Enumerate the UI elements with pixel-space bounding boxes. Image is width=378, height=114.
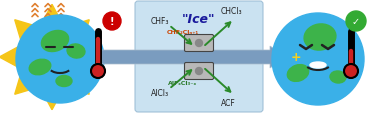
Ellipse shape xyxy=(67,45,85,59)
Circle shape xyxy=(18,24,86,91)
Text: "Ice": "Ice" xyxy=(182,13,216,26)
Text: CHF₂Clₙ₊₁: CHF₂Clₙ₊₁ xyxy=(167,29,199,34)
Polygon shape xyxy=(15,21,40,45)
Polygon shape xyxy=(0,45,22,70)
Circle shape xyxy=(91,64,105,78)
Text: CHCl₃: CHCl₃ xyxy=(221,7,243,16)
Polygon shape xyxy=(15,70,40,94)
FancyBboxPatch shape xyxy=(184,35,214,52)
Text: ACF: ACF xyxy=(221,99,236,108)
Polygon shape xyxy=(40,5,64,28)
Ellipse shape xyxy=(42,31,68,52)
FancyBboxPatch shape xyxy=(184,63,214,80)
Polygon shape xyxy=(82,45,105,70)
Text: AlCl₃: AlCl₃ xyxy=(151,89,169,98)
Text: +: + xyxy=(291,51,301,64)
Circle shape xyxy=(346,12,366,32)
Circle shape xyxy=(195,68,203,75)
Circle shape xyxy=(16,16,104,103)
Polygon shape xyxy=(64,21,89,45)
Text: CHF₃: CHF₃ xyxy=(151,17,169,26)
Text: AlFₓCl₃₋ₓ: AlFₓCl₃₋ₓ xyxy=(169,81,198,86)
Circle shape xyxy=(195,40,203,47)
Ellipse shape xyxy=(304,25,336,51)
Ellipse shape xyxy=(287,65,309,82)
Circle shape xyxy=(103,13,121,31)
Polygon shape xyxy=(64,70,89,94)
Text: ✓: ✓ xyxy=(352,17,360,27)
Ellipse shape xyxy=(310,62,326,68)
Circle shape xyxy=(344,64,358,78)
Ellipse shape xyxy=(56,76,72,87)
Polygon shape xyxy=(40,87,64,110)
FancyBboxPatch shape xyxy=(135,2,263,112)
FancyArrow shape xyxy=(100,47,286,68)
Ellipse shape xyxy=(330,71,346,83)
Circle shape xyxy=(272,14,364,105)
Ellipse shape xyxy=(29,60,51,75)
Text: !: ! xyxy=(110,17,114,27)
